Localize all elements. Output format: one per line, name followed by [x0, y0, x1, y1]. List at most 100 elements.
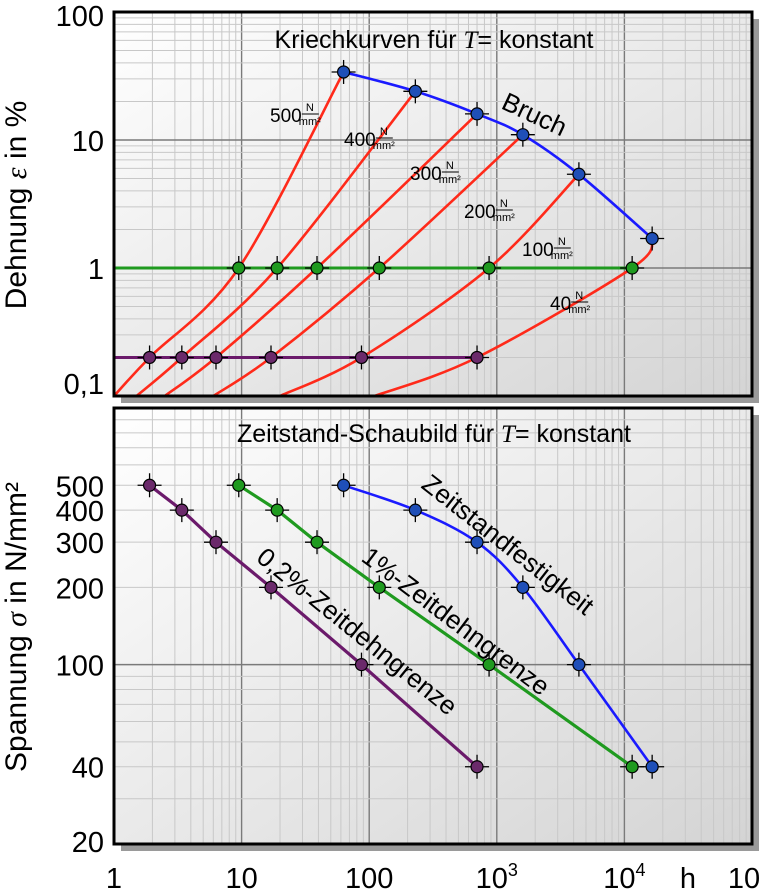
stress-rupture-panel-frame: [112, 406, 754, 846]
marker-dot: [572, 658, 586, 672]
marker-dot: [470, 535, 484, 549]
creep-panel: Kriechkurven für T= konstant Dehnung ε i…: [0, 1, 759, 403]
x-tick-label: 10: [728, 863, 760, 890]
fracture-curve: [343, 70, 654, 240]
curve-label-unit-numerator: N: [558, 236, 566, 248]
marker-fracture: [640, 226, 665, 251]
marker-fracture: [510, 122, 535, 147]
marker-dot: [209, 350, 223, 365]
marker-strain-0-2: [259, 345, 284, 370]
marker-dot: [264, 350, 278, 365]
curve-label-unit-denominator: mm²: [551, 250, 573, 262]
marker-dot: [175, 350, 189, 365]
curve-label-unit-numerator: N: [446, 160, 454, 172]
creep-curve-400: [135, 90, 417, 396]
curve-label-unit-numerator: N: [380, 126, 388, 138]
creep-y-tick-labels: 100 10 1 0,1: [56, 1, 104, 401]
marker-dot: [209, 535, 223, 549]
x-tick-label: 103: [476, 860, 518, 890]
marker-dot: [516, 128, 530, 142]
marker-series-1: [265, 498, 290, 523]
curve-label-unit-denominator: mm²: [373, 140, 395, 152]
curve-label-unit-numerator: N: [500, 198, 508, 210]
marker-series-0: [331, 473, 356, 498]
marker-dot: [470, 350, 484, 365]
marker-series-2: [349, 652, 374, 677]
marker-dot: [482, 658, 496, 672]
series-line-2: [148, 484, 479, 768]
y-tick-label: 10: [72, 126, 104, 158]
marker-dot: [408, 503, 422, 517]
marker-series-1: [620, 754, 645, 779]
x-tick-label: 1: [106, 863, 122, 890]
y-tick-label: 1: [88, 254, 104, 286]
creep-curve-40: [374, 237, 654, 396]
y-tick-label: 100: [56, 651, 104, 683]
curve-label-stress: 500: [270, 106, 302, 127]
stress-rupture-markers: [137, 473, 665, 779]
marker-strain-0-2: [203, 345, 228, 370]
marker-strain-1: [226, 256, 251, 280]
marker-series-0: [465, 530, 490, 555]
marker-series-1: [305, 530, 330, 555]
x-tick-label: 10: [225, 863, 257, 890]
creep-curves: [114, 70, 654, 396]
marker-dot: [354, 350, 369, 365]
marker-series-2: [465, 754, 490, 779]
creep-curve-200: [212, 133, 524, 396]
stress-rupture-panel-grid: [114, 408, 752, 844]
marker-dot: [470, 107, 484, 121]
marker-dot: [336, 478, 351, 492]
marker-dot: [408, 84, 422, 98]
y-tick-label: 100: [56, 1, 104, 33]
creep-panel-title: Kriechkurven für T= konstant: [275, 26, 594, 54]
stress-y-axis-title: Spannung σ in N/mm²: [0, 482, 33, 772]
curve-label-stress: 400: [344, 130, 376, 151]
marker-dot: [625, 760, 639, 774]
x-tick-exponent: 3: [508, 860, 518, 880]
marker-dot: [270, 503, 284, 517]
marker-strain-1: [265, 256, 290, 280]
marker-dot: [372, 580, 386, 594]
marker-dot: [310, 261, 324, 275]
y-tick-label: 200: [56, 573, 104, 605]
creep-curve-300: [164, 112, 478, 396]
curve-label-unit-denominator: mm²: [439, 174, 461, 186]
creep-markers: [137, 59, 665, 370]
creep-panel-background: [114, 12, 752, 396]
marker-strain-0-2: [137, 345, 162, 370]
marker-strain-1: [367, 256, 392, 280]
time-x-unit: h: [680, 863, 696, 890]
marker-series-1: [226, 473, 251, 498]
marker-series-0: [640, 754, 665, 779]
marker-series-1: [477, 652, 502, 677]
marker-dot: [310, 535, 324, 549]
marker-fracture: [566, 162, 591, 187]
y-tick-label: 500: [56, 471, 104, 503]
marker-fracture: [331, 59, 356, 84]
marker-dot: [270, 261, 284, 275]
curve-label-unit-numerator: N: [575, 290, 583, 302]
creep-curve-100: [279, 173, 580, 396]
marker-dot: [142, 478, 157, 492]
marker-series-0: [510, 575, 535, 600]
marker-dot: [372, 261, 386, 275]
marker-dot: [516, 580, 530, 594]
marker-series-2: [203, 530, 228, 555]
x-tick-label: 100: [345, 863, 393, 890]
marker-series-0: [566, 652, 591, 677]
marker-dot: [482, 261, 496, 275]
time-x-tick-labels: 1 10 100 103 104 10: [106, 860, 760, 890]
series-line-1: [237, 483, 634, 769]
curve-label-stress: 300: [410, 164, 442, 185]
marker-series-0: [403, 498, 428, 523]
marker-dot: [645, 231, 659, 246]
curve-label-stress: 200: [464, 202, 496, 223]
